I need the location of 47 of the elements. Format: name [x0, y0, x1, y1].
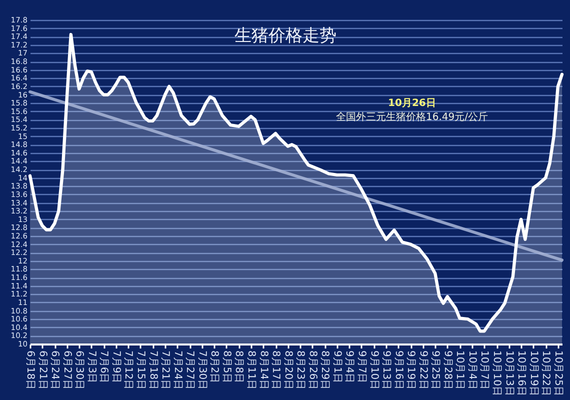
- x-tick-label: 8月14日: [258, 350, 269, 390]
- x-tick-label: 9月13日: [380, 350, 392, 390]
- x-tick-label: 7月18日: [147, 350, 158, 390]
- x-tick-label: 10月10日: [491, 350, 502, 396]
- x-tick-label: 7月12日: [122, 350, 134, 390]
- x-tick-label: 10月13日: [503, 350, 514, 396]
- x-tick-label: 9月22日: [417, 350, 428, 390]
- x-tick-label: 10月1日: [454, 350, 466, 390]
- x-tick-label: 7月30日: [196, 350, 208, 390]
- x-tick-label: 7月3日: [86, 350, 97, 384]
- x-tick-label: 8月17日: [270, 350, 282, 390]
- annotation: 10月26日: [388, 98, 436, 109]
- x-tick-label: 6月18日: [24, 350, 36, 390]
- x-tick-label: 9月10日: [368, 350, 380, 390]
- x-tick-label: 7月6日: [98, 350, 110, 384]
- x-tick-label: 9月1日: [331, 350, 342, 384]
- x-tick-label: 9月4日: [344, 350, 355, 384]
- x-tick-label: 7月27日: [184, 350, 196, 390]
- annotation: 全国外三元生猪价格16.49元/公斤: [336, 111, 488, 123]
- x-tick-label: 7月9日: [110, 350, 122, 384]
- x-tick-label: 10月25日: [552, 350, 564, 396]
- x-tick-label: 7月15日: [134, 350, 146, 390]
- x-tick-label: 6月27日: [61, 350, 72, 390]
- x-tick-label: 9月16日: [392, 350, 404, 390]
- x-tick-label: 8月8日: [233, 350, 244, 384]
- x-tick-label: 9月7日: [356, 350, 367, 384]
- x-tick-label: 6月24日: [49, 350, 60, 390]
- chart-title: 生猪价格走势: [234, 26, 336, 46]
- x-tick-label: 10月4日: [466, 350, 478, 390]
- x-tick-label: 10月22日: [540, 350, 552, 396]
- x-tick-label: 8月29日: [319, 350, 330, 390]
- x-tick-label: 9月28日: [442, 350, 453, 390]
- x-tick-label: 9月25日: [430, 350, 441, 390]
- x-tick-label: 10月7日: [478, 350, 490, 390]
- x-tick-label: 7月24日: [172, 350, 183, 390]
- x-tick-label: 7月21日: [160, 350, 171, 390]
- x-tick-label: 8月23日: [294, 350, 306, 390]
- x-tick-label: 9月19日: [405, 350, 416, 390]
- x-tick-label: 8月5日: [220, 350, 232, 384]
- x-tick-label: 6月21日: [36, 350, 48, 390]
- x-tick-label: 8月2日: [208, 350, 220, 384]
- x-tick-label: 8月26日: [306, 350, 318, 390]
- x-tick-label: 8月20日: [282, 350, 294, 390]
- x-tick-label: 10月16日: [516, 350, 527, 396]
- x-tick-label: 8月11日: [245, 350, 256, 390]
- x-tick-label: 10月19日: [528, 350, 539, 396]
- x-tick-label: 6月30日: [74, 350, 85, 390]
